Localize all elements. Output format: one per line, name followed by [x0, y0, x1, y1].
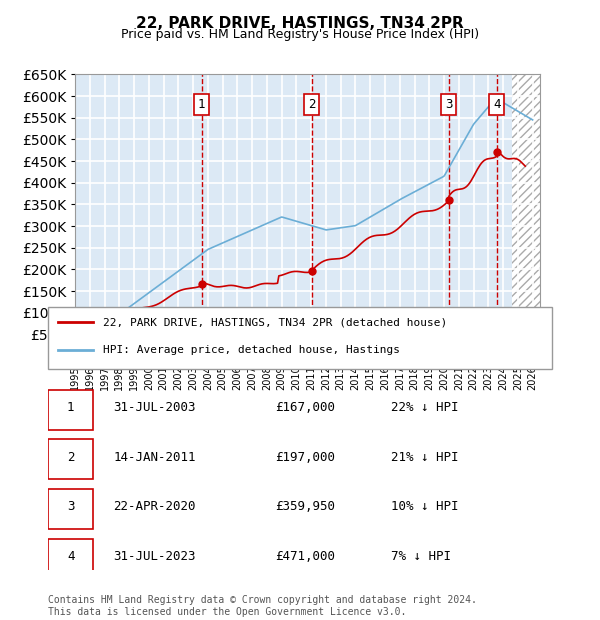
Text: 22, PARK DRIVE, HASTINGS, TN34 2PR (detached house): 22, PARK DRIVE, HASTINGS, TN34 2PR (deta…	[103, 317, 448, 327]
Text: 4: 4	[493, 98, 500, 111]
Text: £197,000: £197,000	[275, 451, 335, 464]
Text: 14-JAN-2011: 14-JAN-2011	[113, 451, 196, 464]
Text: 3: 3	[445, 98, 452, 111]
Text: 1: 1	[67, 401, 74, 414]
Text: 7% ↓ HPI: 7% ↓ HPI	[391, 550, 451, 563]
Text: 2: 2	[308, 98, 316, 111]
Text: 22-APR-2020: 22-APR-2020	[113, 500, 196, 513]
Text: 31-JUL-2023: 31-JUL-2023	[113, 550, 196, 563]
Text: 22, PARK DRIVE, HASTINGS, TN34 2PR: 22, PARK DRIVE, HASTINGS, TN34 2PR	[136, 16, 464, 30]
Text: 3: 3	[67, 500, 74, 513]
FancyBboxPatch shape	[48, 539, 94, 578]
FancyBboxPatch shape	[48, 440, 94, 479]
Text: 10% ↓ HPI: 10% ↓ HPI	[391, 500, 458, 513]
Text: HPI: Average price, detached house, Hastings: HPI: Average price, detached house, Hast…	[103, 345, 400, 355]
Text: Contains HM Land Registry data © Crown copyright and database right 2024.
This d: Contains HM Land Registry data © Crown c…	[48, 595, 477, 617]
Text: 31-JUL-2003: 31-JUL-2003	[113, 401, 196, 414]
FancyBboxPatch shape	[48, 489, 94, 529]
Text: £167,000: £167,000	[275, 401, 335, 414]
Text: £359,950: £359,950	[275, 500, 335, 513]
Text: 2: 2	[67, 451, 74, 464]
Text: £471,000: £471,000	[275, 550, 335, 563]
FancyBboxPatch shape	[48, 390, 94, 430]
Bar	[512, 74, 540, 356]
Text: 22% ↓ HPI: 22% ↓ HPI	[391, 401, 458, 414]
FancyBboxPatch shape	[48, 307, 552, 369]
Text: Price paid vs. HM Land Registry's House Price Index (HPI): Price paid vs. HM Land Registry's House …	[121, 28, 479, 41]
Text: 21% ↓ HPI: 21% ↓ HPI	[391, 451, 458, 464]
Text: 4: 4	[67, 550, 74, 563]
Text: 1: 1	[198, 98, 205, 111]
Bar	[512, 74, 540, 356]
